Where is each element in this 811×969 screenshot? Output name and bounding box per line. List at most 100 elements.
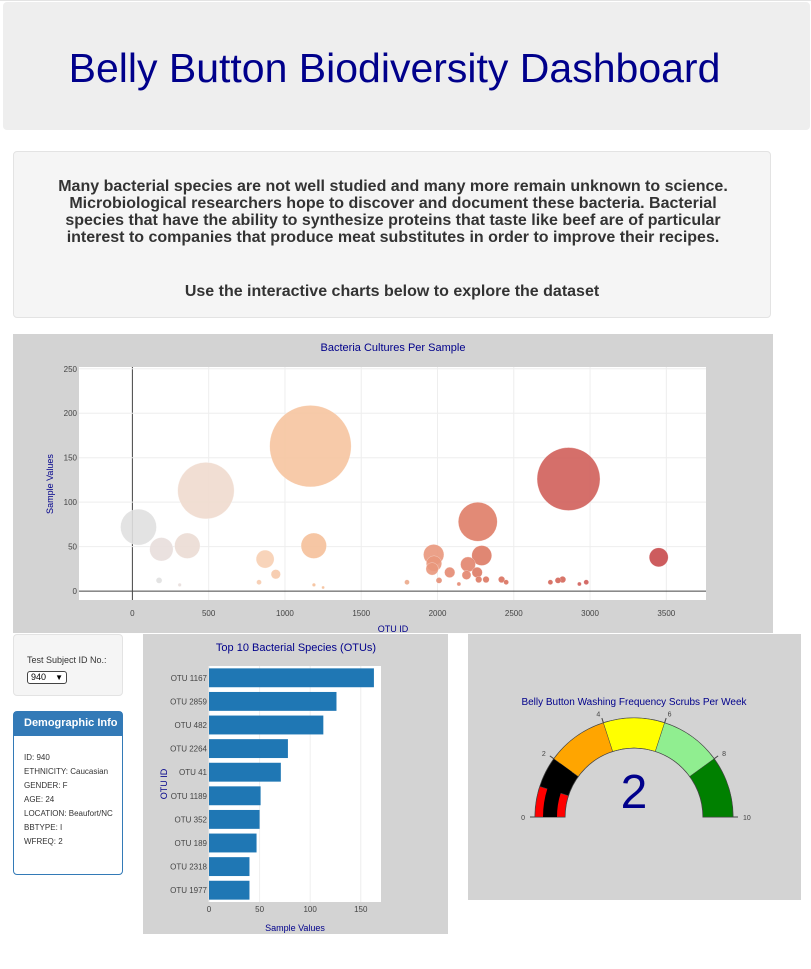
bubble-point[interactable] (482, 576, 490, 584)
bubble-y-tick-label: 200 (64, 409, 78, 418)
intro-paragraph: Many bacterial species are not well stud… (58, 178, 728, 246)
bar-category-label: OTU 2318 (170, 863, 207, 872)
bubble-y-tick-label: 150 (64, 454, 78, 463)
gauge-tick-label: 4 (596, 711, 600, 718)
bar[interactable] (209, 691, 337, 711)
bubble-point[interactable] (174, 532, 201, 559)
demographic-info-body: ID: 940 ETHNICITY: Caucasian GENDER: F AGE:… (14, 736, 122, 846)
bubble-plot-area (79, 367, 706, 600)
bubble-point[interactable] (120, 508, 157, 546)
subject-id-selected-value: 940 (31, 672, 47, 682)
gauge-value-bar (543, 763, 572, 817)
bubble-point[interactable] (471, 566, 483, 578)
bubble-x-tick-label: 500 (202, 609, 216, 618)
gauge-band (603, 717, 665, 752)
bar[interactable] (209, 739, 288, 759)
demographic-row: LOCATION: Beaufort/NC (24, 809, 113, 818)
bubble-point[interactable] (547, 579, 554, 585)
bubble-x-axis-label: OTU ID (378, 624, 409, 633)
bubble-point[interactable] (456, 581, 462, 587)
top-border (0, 0, 811, 1)
bar-chart[interactable]: 0 50 100 150 OTU 1167 OTU 2859 OTU 482 OTU 226… (143, 634, 448, 934)
bar[interactable] (209, 833, 257, 853)
demographic-row: ID: 940 (24, 753, 50, 762)
bar-x-tick-label: 0 (207, 905, 212, 914)
bar[interactable] (209, 880, 250, 900)
bubble-point[interactable] (425, 562, 439, 576)
bar[interactable] (209, 786, 261, 806)
bubble-x-tick-label: 0 (130, 609, 135, 618)
bubble-point[interactable] (536, 447, 601, 511)
demographic-value: F (62, 781, 68, 790)
bar-category-label: OTU 41 (179, 768, 208, 777)
bar[interactable] (209, 715, 324, 735)
subject-selector-label: Test Subject ID No.: (27, 655, 107, 665)
gauge-tick-label: 6 (668, 711, 672, 718)
bubble-point[interactable] (498, 576, 506, 584)
gauge-tick (713, 755, 719, 760)
bar-category-label: OTU 482 (175, 721, 208, 730)
bar-chart-panel: 0 50 100 150 OTU 1167 OTU 2859 OTU 482 OTU 226… (143, 634, 448, 934)
bubble-point[interactable] (311, 582, 316, 587)
bubble-point[interactable] (270, 569, 281, 580)
bar[interactable] (209, 857, 250, 877)
bubble-point[interactable] (471, 545, 492, 566)
bar-y-axis-label: OTU ID (159, 768, 169, 799)
demographic-info-panel: Demographic Info ID: 940 ETHNICITY: Cauca… (13, 711, 123, 875)
bubble-point[interactable] (444, 566, 456, 578)
bubble-point[interactable] (177, 582, 182, 587)
demographic-info-heading: Demographic Info (14, 712, 122, 736)
demographic-value: Beaufort/NC (68, 809, 113, 818)
bar-chart-title: Top 10 Bacterial Species (OTUs) (216, 642, 376, 654)
bar[interactable] (209, 668, 374, 688)
bar[interactable] (209, 762, 281, 782)
bubble-point[interactable] (269, 405, 352, 488)
bar-x-tick-label: 100 (303, 905, 317, 914)
bubble-point[interactable] (177, 462, 235, 520)
bubble-point[interactable] (404, 579, 410, 585)
gauge-chart[interactable]: 0 2 4 6 8 10 Belly Button Washing Frequency S… (468, 634, 801, 900)
demographic-row: ETHNICITY: Caucasian (24, 767, 109, 776)
bubble-point[interactable] (155, 577, 163, 584)
bubble-point[interactable] (577, 581, 582, 587)
bubble-point[interactable] (554, 577, 562, 584)
demographic-value: Caucasian (70, 767, 109, 776)
bubble-x-tick-label: 1500 (352, 609, 370, 618)
demographic-row: GENDER: F (24, 781, 68, 790)
bubble-y-tick-label: 250 (64, 365, 78, 374)
bubble-point[interactable] (475, 576, 483, 584)
demographic-row: WFREQ: 2 (24, 837, 63, 846)
gauge-band (689, 758, 734, 818)
bar-category-label: OTU 2264 (170, 745, 207, 754)
header-banner: Belly Button Biodiversity Dashboard (3, 2, 810, 130)
gauge-tick-label: 2 (542, 751, 546, 758)
bar-x-axis-label: Sample Values (265, 923, 325, 933)
bubble-point[interactable] (461, 570, 472, 580)
bubble-point[interactable] (149, 537, 174, 562)
bubble-point[interactable] (583, 579, 589, 585)
demographic-value: 2 (58, 837, 63, 846)
bubble-point[interactable] (435, 577, 443, 584)
bubble-point[interactable] (321, 585, 325, 590)
bar[interactable] (209, 809, 260, 829)
bubble-chart-title: Bacteria Cultures Per Sample (321, 342, 466, 354)
bubble-y-tick-label: 50 (68, 543, 77, 552)
demographic-value: 24 (45, 795, 55, 804)
bubble-chart[interactable]: 0 500 1000 1500 2000 2500 3000 3500 0 50 100 150 20… (13, 334, 773, 634)
bar-category-label: OTU 1977 (170, 886, 207, 895)
demographic-row: BBTYPE: I (24, 823, 63, 832)
bubble-x-tick-label: 3000 (581, 609, 599, 618)
bubble-point[interactable] (255, 549, 275, 569)
bubble-point[interactable] (648, 547, 669, 568)
subject-id-select[interactable]: 940 ▼ (27, 671, 67, 684)
bubble-point[interactable] (503, 579, 509, 585)
bubble-point[interactable] (300, 532, 327, 559)
bubble-point[interactable] (256, 579, 262, 585)
bar-x-tick-label: 150 (354, 905, 368, 914)
intro-well: Many bacterial species are not well stud… (13, 151, 771, 318)
bubble-y-tick-label: 0 (73, 587, 78, 596)
bubble-x-tick-label: 2000 (429, 609, 447, 618)
bubble-chart-panel: 0 500 1000 1500 2000 2500 3000 3500 0 50 100 150 20… (13, 334, 773, 634)
bubble-point[interactable] (458, 501, 498, 542)
demographic-row: AGE: 24 (24, 795, 55, 804)
